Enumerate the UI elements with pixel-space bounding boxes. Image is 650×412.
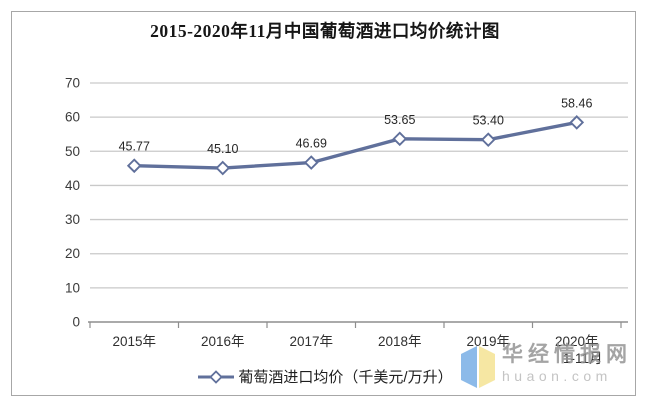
data-point-marker — [126, 158, 142, 174]
data-point-marker — [303, 155, 319, 170]
data-point-label: 45.77 — [119, 140, 150, 154]
y-tick-label: 0 — [72, 315, 80, 330]
chart-title: 2015-2020年11月中国葡萄酒进口均价统计图 — [150, 21, 500, 41]
legend-label: 葡萄酒进口均价（千美元/万升） — [238, 369, 453, 386]
data-point-label: 46.69 — [296, 137, 327, 151]
x-tick-sublabel: 1-11月 — [563, 351, 603, 366]
legend-line-diamond-icon — [198, 369, 235, 384]
y-tick-label: 40 — [65, 178, 80, 193]
y-tick-label: 70 — [65, 76, 80, 91]
legend: 葡萄酒进口均价（千美元/万升） — [0, 366, 650, 387]
y-tick-label: 10 — [65, 280, 80, 295]
x-tick-label: 2017年 — [289, 334, 333, 349]
x-tick-label: 2018年 — [378, 334, 422, 349]
y-tick-label: 60 — [65, 110, 80, 125]
y-tick-label: 20 — [65, 246, 80, 261]
chart-frame — [11, 11, 636, 396]
x-tick-label: 2016年 — [201, 334, 245, 349]
trend-line — [132, 120, 579, 170]
x-tick-label: 2019年 — [466, 334, 510, 349]
data-point-label: 45.10 — [207, 142, 238, 156]
data-point-label: 53.40 — [473, 114, 504, 128]
x-tick-label: 2015年 — [112, 334, 156, 349]
y-tick-label: 30 — [65, 212, 80, 227]
data-point-marker — [215, 160, 231, 176]
data-point-label: 58.46 — [561, 96, 592, 110]
data-point-marker — [480, 132, 496, 148]
x-tick-label: 2020年 — [555, 334, 599, 349]
data-point-label: 53.65 — [384, 113, 415, 127]
y-tick-label: 50 — [65, 144, 80, 159]
data-point-marker — [569, 115, 585, 130]
data-point-marker — [392, 131, 408, 147]
